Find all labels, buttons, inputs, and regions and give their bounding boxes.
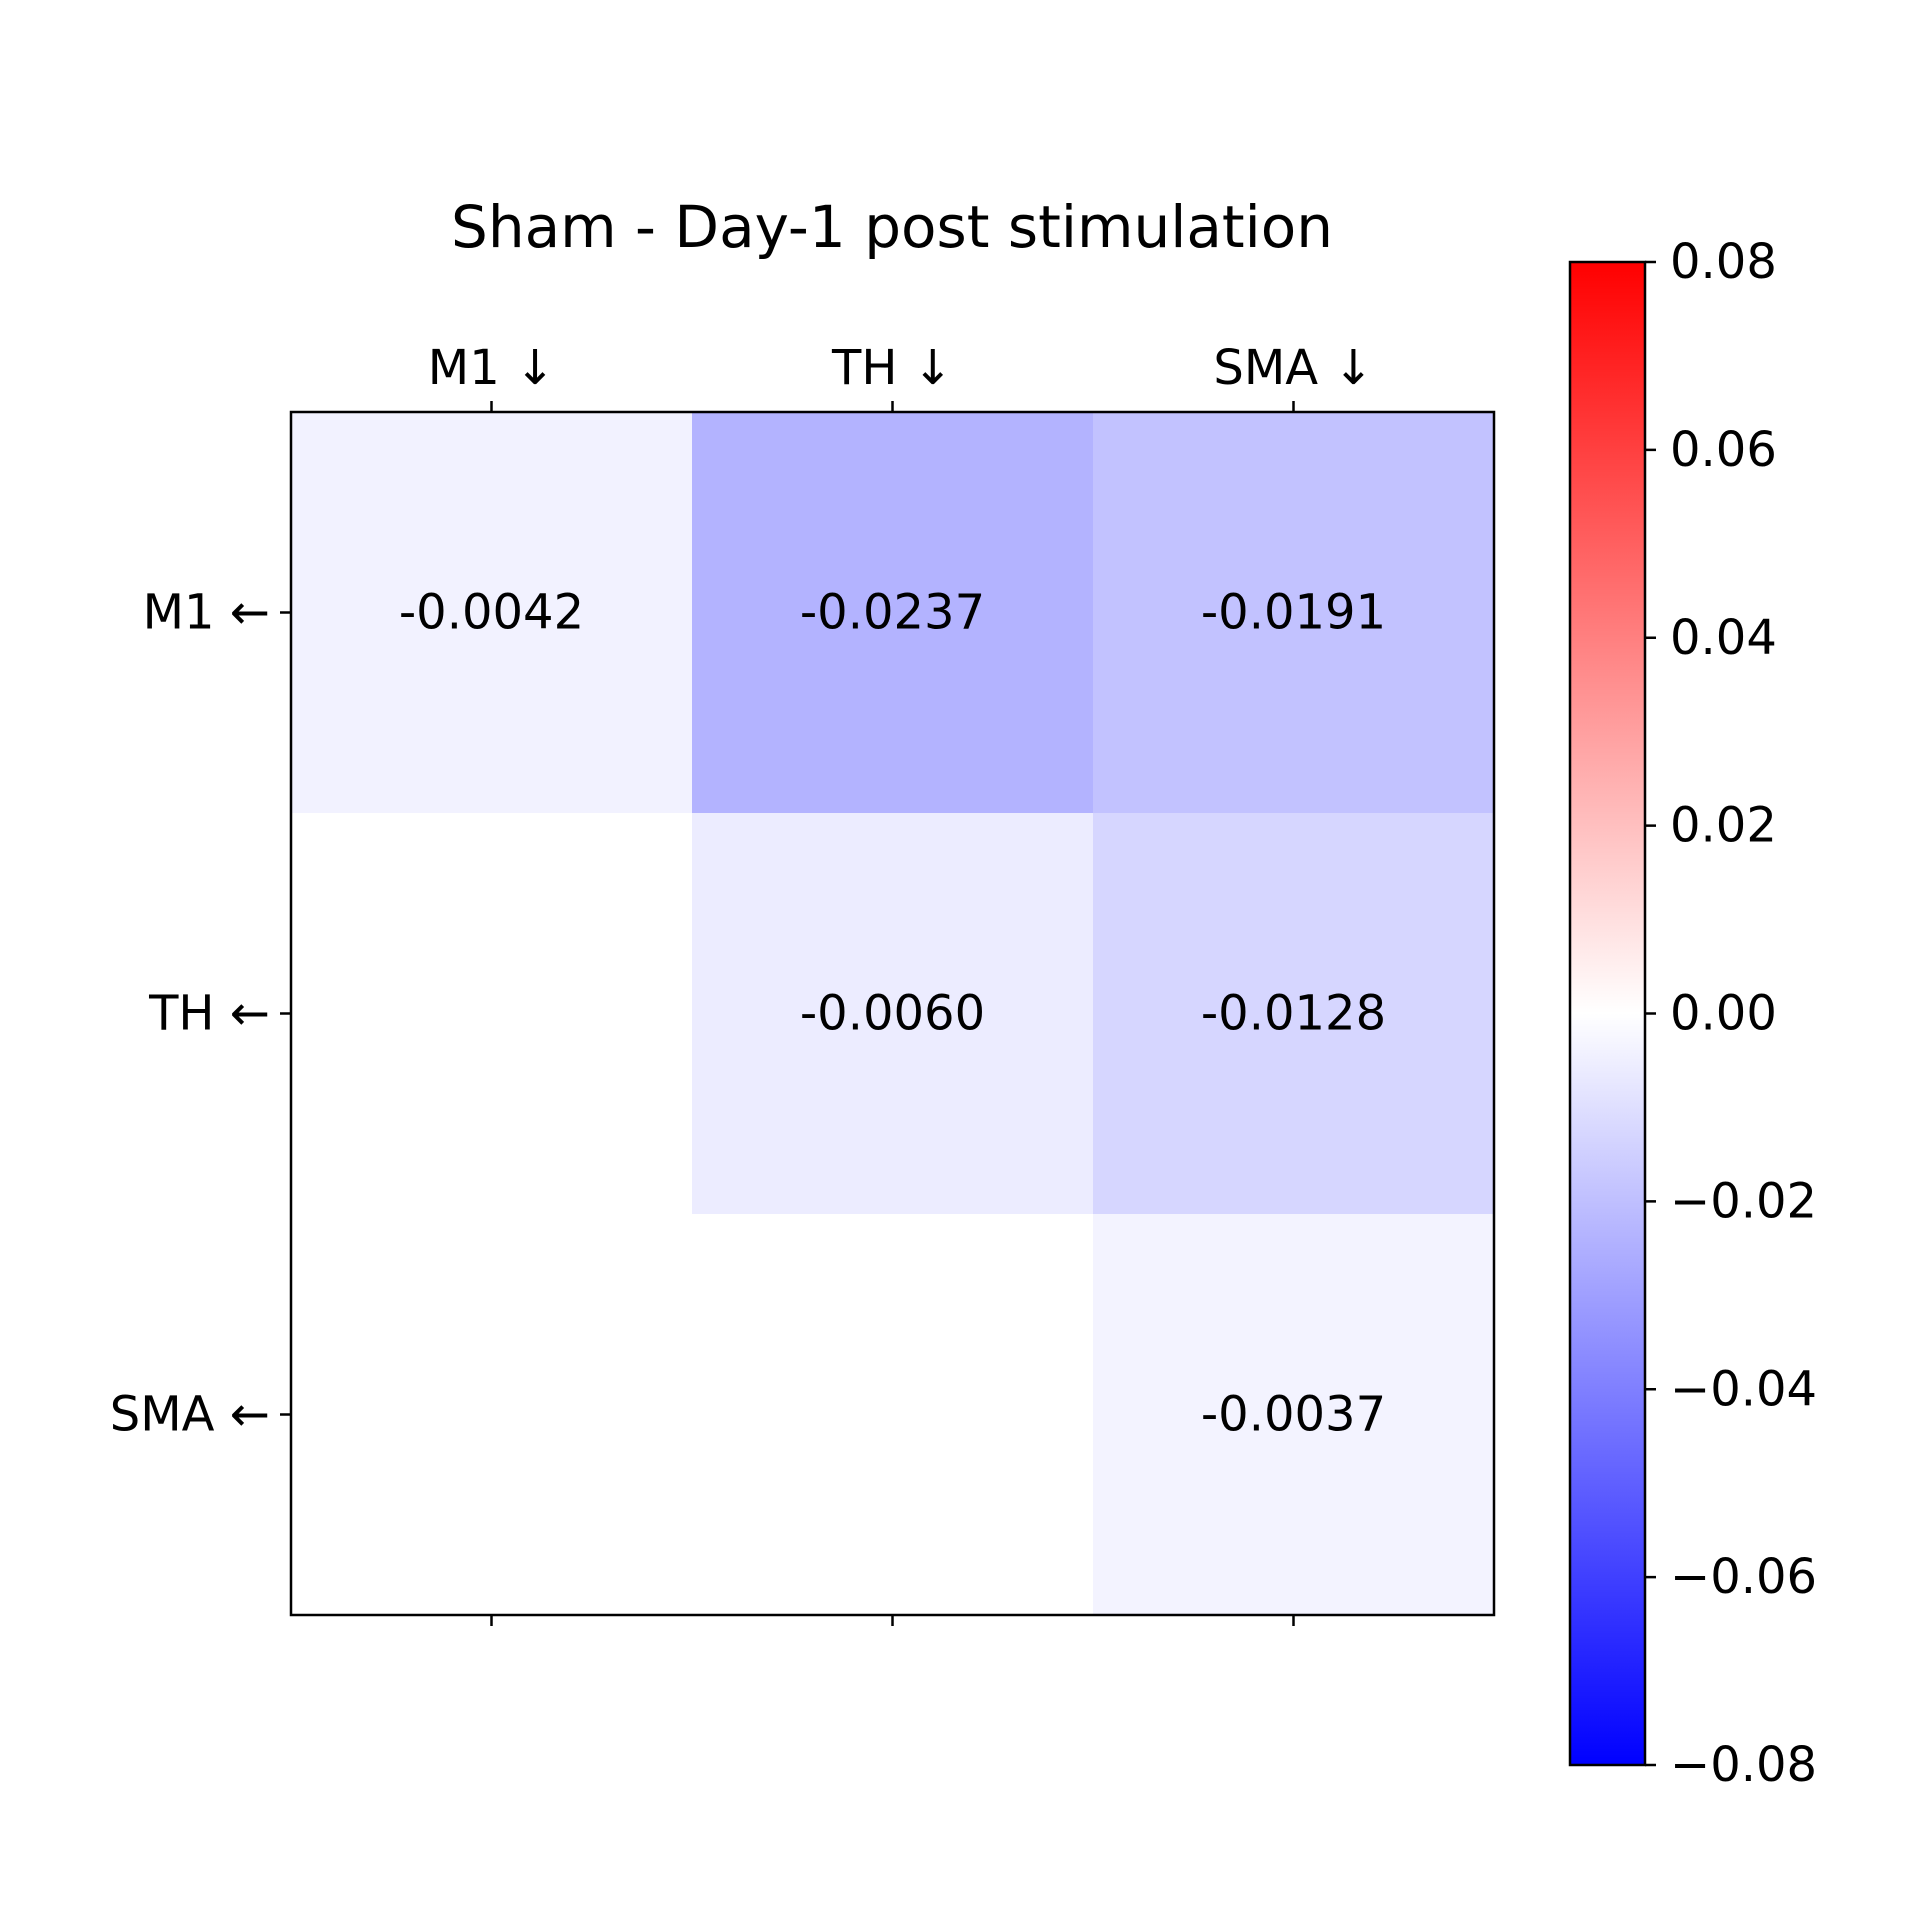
heatmap-cell — [291, 1214, 693, 1616]
heatmap-cell — [1093, 1214, 1495, 1616]
colorbar-tick-label: −0.04 — [1670, 1361, 1817, 1417]
y-tick-label: M1 ← — [143, 585, 270, 641]
heatmap-cell — [291, 813, 693, 1215]
colorbar-tick-label: −0.08 — [1670, 1737, 1817, 1793]
colorbar-tick-label: 0.08 — [1670, 234, 1777, 290]
heatmap-cell — [1093, 813, 1495, 1215]
colorbar-tick-label: −0.02 — [1670, 1173, 1817, 1229]
x-axis: M1 ↓ TH ↓ SMA ↓ — [428, 340, 1374, 1626]
colorbar-tick-label: 0.00 — [1670, 986, 1777, 1042]
cell-value-label: -0.0037 — [1201, 1387, 1386, 1443]
chart-title: Sham - Day-1 post stimulation — [451, 193, 1333, 261]
cell-value-label: -0.0191 — [1201, 585, 1386, 641]
colorbar-tick-label: 0.04 — [1670, 610, 1777, 666]
colorbar-tick-label: 0.02 — [1670, 798, 1777, 854]
colorbar-tick-label: −0.06 — [1670, 1549, 1817, 1605]
colorbar-tick-label: 0.06 — [1670, 422, 1777, 478]
colorbar-ticks: 0.08 0.06 0.04 0.02 0.00 −0.02 −0.04 −0.06 −0.08 — [1645, 234, 1817, 1793]
y-tick-label: TH ← — [148, 986, 270, 1042]
heatmap-cell — [692, 412, 1094, 814]
x-tick-label: M1 ↓ — [428, 340, 555, 396]
x-tick-label: SMA ↓ — [1213, 340, 1373, 396]
heatmap-cell — [692, 1214, 1094, 1616]
y-axis: M1 ← TH ← SMA ← — [110, 585, 291, 1443]
x-tick-label: TH ↓ — [831, 340, 953, 396]
cell-value-label: -0.0128 — [1201, 986, 1386, 1042]
heatmap-cell — [1093, 412, 1495, 814]
heatmap-cells — [291, 412, 1495, 1616]
cell-value-label: -0.0060 — [800, 986, 985, 1042]
cell-value-label: -0.0042 — [399, 585, 584, 641]
heatmap-cell — [291, 412, 693, 814]
y-tick-label: SMA ← — [110, 1387, 270, 1443]
heatmap-cell — [692, 813, 1094, 1215]
cell-value-label: -0.0237 — [800, 585, 985, 641]
heatmap-cell-labels: -0.0042 -0.0237 -0.0191 -0.0060 -0.0128 -0.00… — [399, 585, 1386, 1443]
colorbar — [1568, 260, 1647, 1767]
